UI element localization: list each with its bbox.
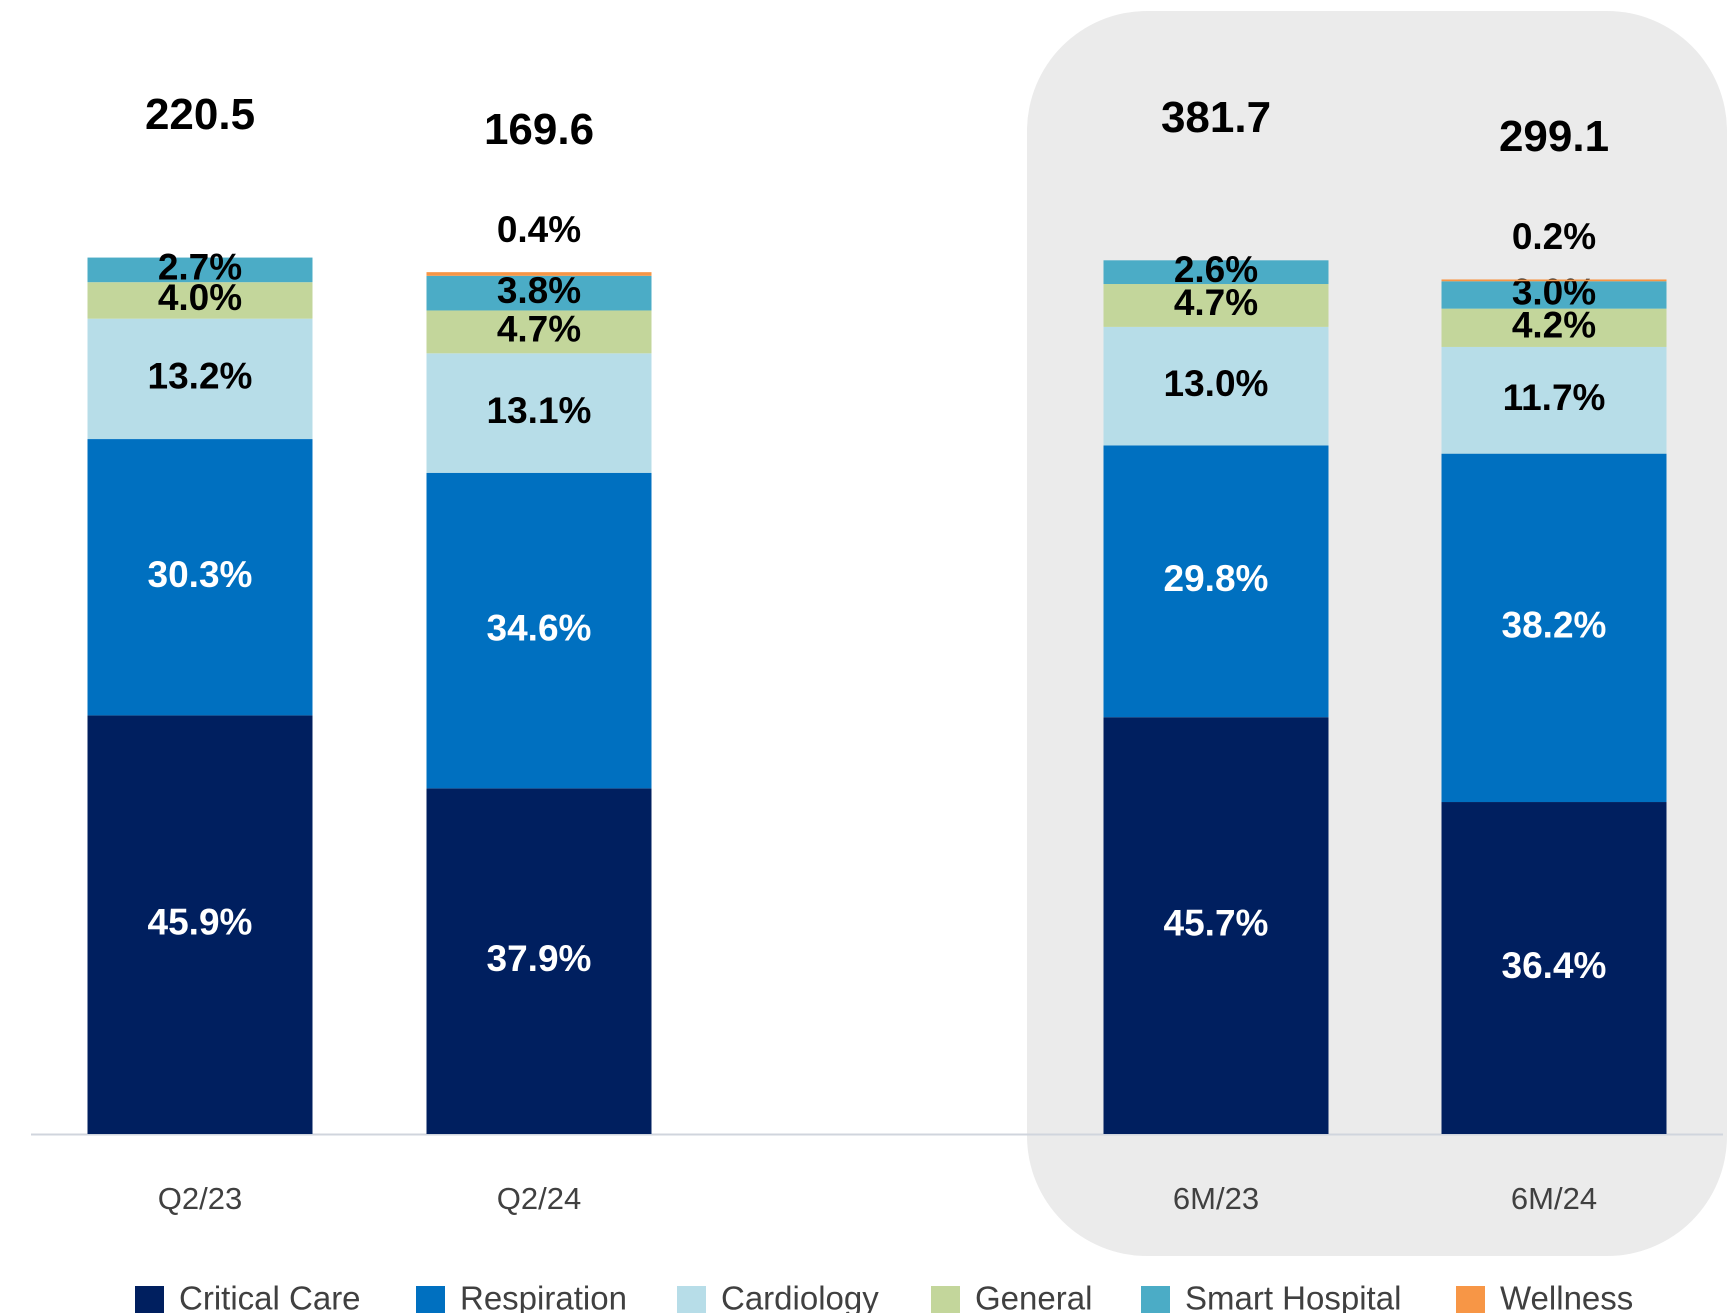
legend-swatch [931,1286,960,1313]
bar-segment [87,282,313,319]
segment-label: 13.2% [148,356,253,397]
segment-label: 36.4% [1502,945,1607,986]
segment-label: 0.2% [1512,216,1596,257]
segment-label: 4.7% [1174,282,1258,323]
bar-segment [1441,453,1667,803]
x-tick-label: 6M/23 [1173,1181,1259,1216]
x-tick-label: 6M/24 [1511,1181,1597,1216]
segment-label: 13.1% [487,390,592,431]
bar-segment [1103,326,1329,446]
total-label: 220.5 [145,90,255,139]
legend-label: General [975,1280,1092,1313]
segment-label: 45.9% [148,901,253,942]
segment-label: 11.7% [1503,377,1606,418]
bar-segment [1441,281,1667,309]
bar-segment [1441,279,1667,282]
bar-segment [426,353,652,473]
segment-label: 30.3% [148,554,253,595]
bar-segment [1103,445,1329,718]
bar-segment [1103,260,1329,285]
legend-label: Smart Hospital [1185,1280,1401,1313]
segment-label: 29.8% [1164,558,1269,599]
legend-label: Wellness [1500,1280,1633,1313]
segment-label: 13.0% [1164,363,1269,404]
segment-label: 34.6% [487,607,592,648]
bar-segment [426,275,652,311]
legend-swatch [1456,1286,1485,1313]
total-label: 381.7 [1161,93,1271,142]
bar-segment [426,788,652,1134]
legend-swatch [1141,1286,1170,1313]
legend-swatch [416,1286,445,1313]
bar-segment [1103,717,1329,1134]
bar-segment [1441,802,1667,1134]
segment-label: 0.4% [497,209,581,250]
bar-segment [87,318,313,440]
legend-label: Respiration [460,1280,627,1313]
segment-label: 38.2% [1502,605,1607,646]
bar-segment [1441,346,1667,454]
bar-segment [87,439,313,716]
bar-segment [426,472,652,789]
segment-label: 4.0% [158,277,242,318]
bar-segment [426,310,652,354]
segment-label: 2.7% [158,247,242,288]
x-tick-label: Q2/23 [158,1181,242,1216]
segment-label: 37.9% [487,938,592,979]
legend-swatch [135,1286,164,1313]
segment-label: 4.7% [497,309,581,350]
segment-label: 3.0% [1512,272,1596,313]
segment-label: 2.6% [1174,249,1258,290]
bar-segment [1441,308,1667,347]
legend-swatch [677,1286,706,1313]
bar-segment [426,272,652,276]
legend-label: Cardiology [721,1280,879,1313]
total-label: 299.1 [1499,112,1609,161]
segment-label: 3.8% [497,270,581,311]
bar-segment [1103,284,1329,327]
legend-label: Critical Care [179,1280,361,1313]
total-label: 169.6 [484,105,594,154]
segment-label: 4.2% [1512,305,1596,346]
x-tick-label: Q2/24 [497,1181,581,1216]
bar-segment [87,257,313,283]
bar-segment [87,715,313,1134]
segment-label: 45.7% [1164,902,1269,943]
